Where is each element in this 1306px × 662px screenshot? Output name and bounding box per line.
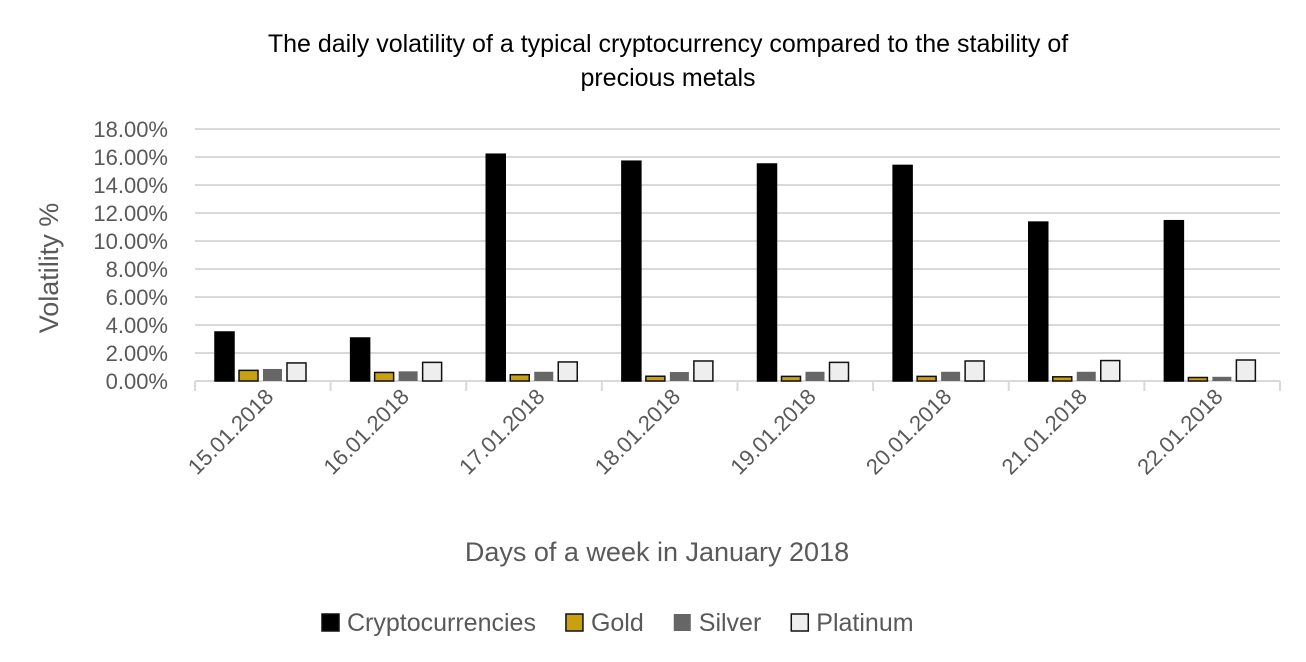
x-tick-label: 16.01.2018 bbox=[318, 384, 414, 480]
bar-silver bbox=[263, 368, 282, 381]
chart-title-line-1: The daily volatility of a typical crypto… bbox=[268, 30, 1068, 58]
bar-silver bbox=[1076, 371, 1096, 381]
bar-cryptocurrencies bbox=[756, 163, 778, 382]
bar-cryptocurrencies bbox=[214, 331, 235, 382]
bar-gold bbox=[238, 369, 259, 382]
y-tick-label: 16.00% bbox=[93, 145, 168, 170]
x-tick-label: 15.01.2018 bbox=[183, 384, 279, 480]
y-tick-label: 18.00% bbox=[93, 117, 168, 142]
bar-cryptocurrencies bbox=[349, 337, 371, 382]
bar-gold bbox=[1052, 376, 1073, 382]
bar-cryptocurrencies bbox=[1028, 221, 1049, 382]
bar-silver bbox=[669, 372, 689, 381]
y-tick-label: 8.00% bbox=[106, 257, 168, 282]
y-tick-label: 10.00% bbox=[93, 229, 168, 254]
bar-platinum bbox=[1100, 359, 1121, 382]
y-axis-label: Volatility % bbox=[34, 203, 64, 334]
bar-platinum bbox=[286, 362, 307, 382]
legend-swatch-platinum bbox=[790, 613, 810, 632]
x-tick-label: 22.01.2018 bbox=[1132, 384, 1228, 480]
bar-gold bbox=[645, 375, 666, 382]
bar-cryptocurrencies bbox=[485, 153, 506, 382]
bar-platinum bbox=[421, 361, 443, 382]
legend-label-gold: Gold bbox=[591, 609, 644, 637]
bar-cryptocurrencies bbox=[892, 164, 913, 382]
bar-silver bbox=[398, 371, 418, 381]
bar-silver bbox=[534, 371, 554, 381]
bar-silver bbox=[1212, 376, 1232, 381]
bar-platinum bbox=[557, 361, 578, 382]
legend-swatch-gold bbox=[565, 613, 584, 632]
y-tick-label: 12.00% bbox=[93, 201, 168, 226]
y-tick-label: 0.00% bbox=[106, 369, 168, 394]
y-tick-label: 14.00% bbox=[93, 173, 168, 198]
bar-gold bbox=[916, 375, 937, 382]
legend-swatch-silver bbox=[673, 614, 691, 631]
x-axis-label: Days of a week in January 2018 bbox=[465, 537, 849, 567]
bar-platinum bbox=[964, 360, 985, 382]
x-tick-label: 20.01.2018 bbox=[861, 384, 957, 480]
x-tick-label: 21.01.2018 bbox=[997, 384, 1093, 480]
x-tick-label: 17.01.2018 bbox=[454, 384, 550, 480]
bar-gold bbox=[780, 375, 802, 382]
y-tick-label: 4.00% bbox=[106, 313, 168, 338]
bar-platinum bbox=[1235, 359, 1257, 382]
bar-gold bbox=[1187, 376, 1209, 382]
bar-cryptocurrencies bbox=[621, 160, 642, 382]
y-tick-label: 6.00% bbox=[106, 285, 168, 310]
x-tick-label: 19.01.2018 bbox=[725, 384, 821, 480]
bar-silver bbox=[941, 371, 961, 381]
x-tick-label: 18.01.2018 bbox=[590, 384, 686, 480]
legend-label-silver: Silver bbox=[699, 609, 762, 637]
legend-swatch-cryptocurrencies bbox=[321, 613, 340, 632]
bar-silver bbox=[805, 371, 825, 381]
bar-platinum bbox=[828, 361, 850, 382]
bar-gold bbox=[373, 371, 395, 382]
legend-label-platinum: Platinum bbox=[816, 609, 913, 637]
bar-cryptocurrencies bbox=[1163, 219, 1185, 382]
bar-platinum bbox=[693, 360, 714, 382]
legend-label-cryptocurrencies: Cryptocurrencies bbox=[347, 609, 536, 637]
chart-title-line-2: precious metals bbox=[580, 64, 755, 92]
y-tick-label: 2.00% bbox=[106, 341, 168, 366]
bar-gold bbox=[509, 373, 530, 382]
